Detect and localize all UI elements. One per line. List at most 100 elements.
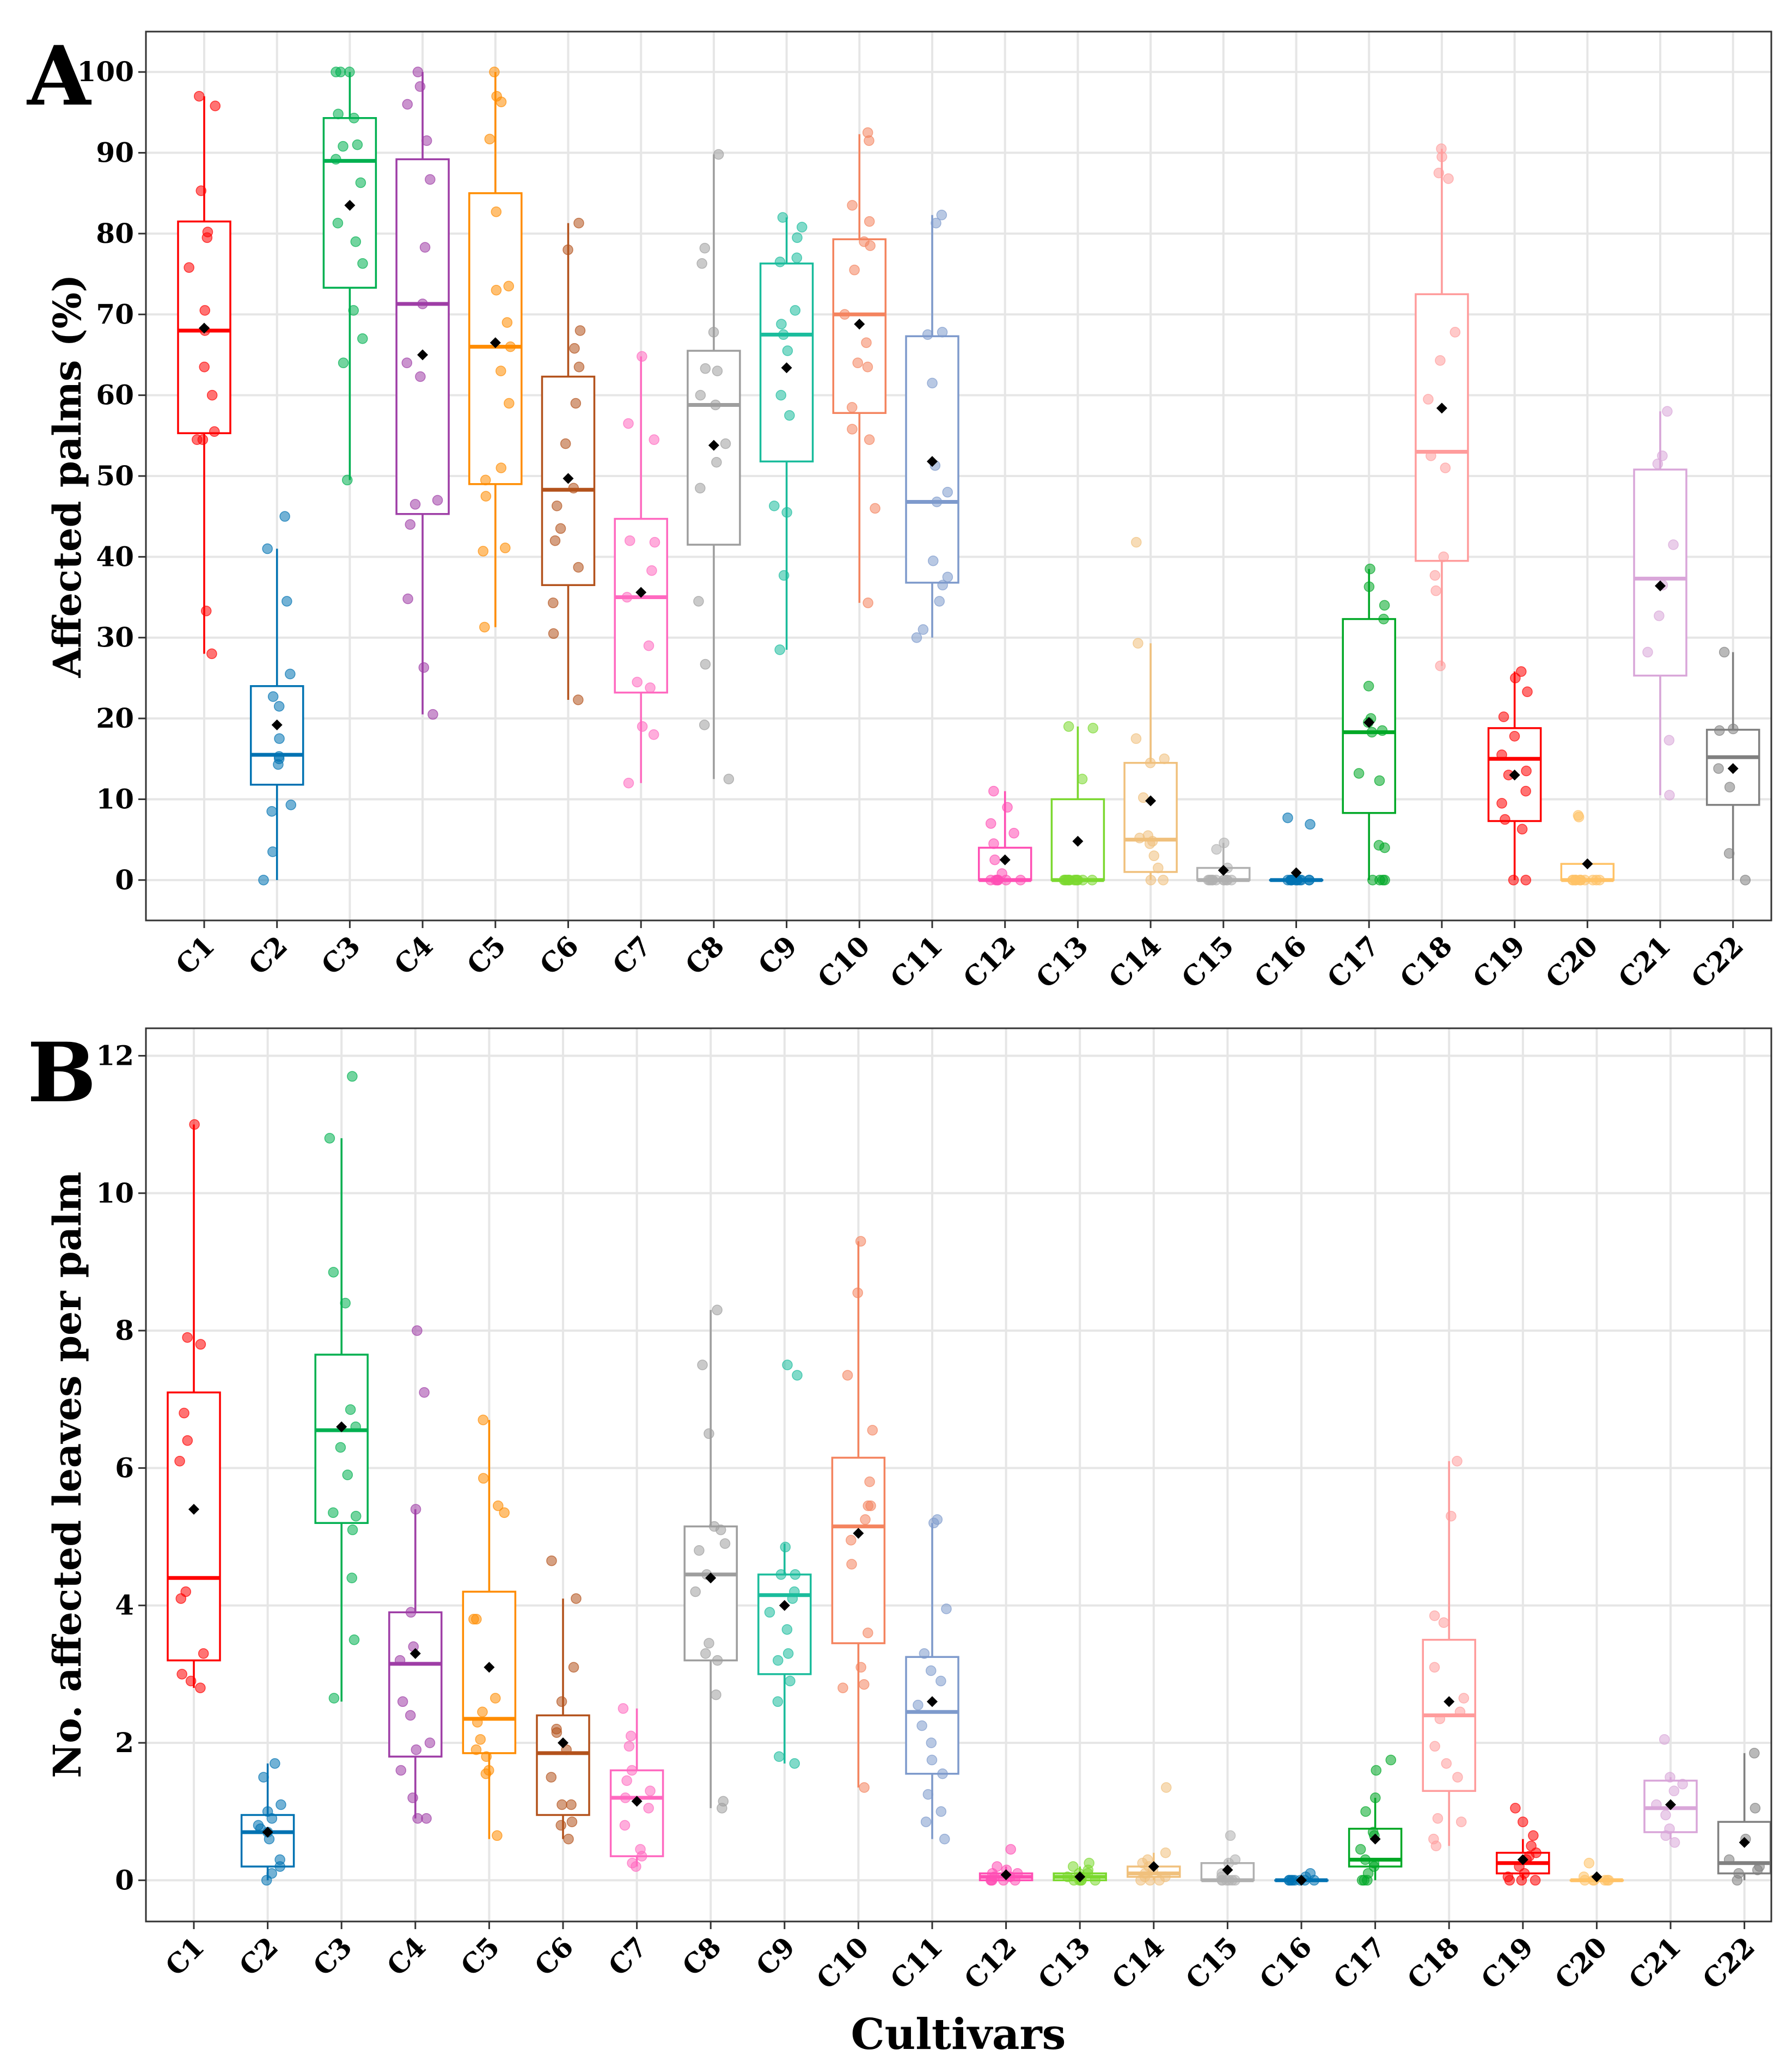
box-iqr [614, 517, 668, 694]
mean-marker [854, 319, 865, 330]
data-point [570, 398, 582, 409]
data-point [342, 1469, 353, 1480]
data-point [852, 1287, 863, 1298]
panel-a-marks [177, 66, 1760, 886]
data-point [708, 1521, 720, 1532]
data-point [1750, 1803, 1761, 1814]
data-point [694, 1545, 705, 1556]
data-point [1718, 646, 1730, 658]
box-iqr [388, 1611, 443, 1758]
data-point [926, 1737, 937, 1748]
mean-marker [271, 719, 283, 730]
data-point [345, 1404, 356, 1415]
data-point [936, 210, 947, 221]
data-point [1433, 167, 1445, 179]
data-point [350, 1421, 361, 1432]
data-point [556, 1799, 567, 1810]
mean-marker [1436, 402, 1447, 414]
data-point [789, 1758, 800, 1769]
data-point [417, 298, 428, 309]
data-point [781, 1624, 793, 1635]
data-point [182, 1435, 193, 1446]
data-point [782, 345, 793, 356]
data-point [410, 1504, 421, 1515]
panel-b-marks [167, 1071, 1772, 1886]
data-point [478, 1473, 489, 1484]
data-point [911, 632, 922, 643]
data-point [1305, 819, 1316, 830]
mean-marker [635, 587, 647, 598]
mean-marker [781, 362, 792, 374]
data-point [348, 112, 359, 124]
data-point [1723, 1854, 1735, 1865]
box-iqr [1415, 293, 1469, 562]
data-point [1137, 792, 1149, 803]
data-point [942, 571, 953, 583]
data-point [620, 1792, 631, 1803]
data-point [180, 1586, 192, 1597]
data-point [1521, 765, 1532, 777]
data-point [637, 721, 648, 732]
data-point [922, 1789, 934, 1800]
data-point [1498, 711, 1509, 722]
y-tick-label: 30 [96, 621, 134, 654]
data-point [852, 357, 863, 369]
data-point [1423, 394, 1434, 405]
data-point [1090, 1875, 1101, 1886]
data-point [338, 357, 349, 369]
data-point [797, 222, 808, 233]
data-point [415, 371, 426, 382]
data-point [1429, 1662, 1440, 1673]
y-tick-label: 10 [96, 1177, 134, 1209]
data-point [1142, 1854, 1153, 1865]
data-point [432, 495, 443, 506]
data-point [1668, 539, 1679, 550]
data-point [625, 1730, 637, 1742]
data-point [1496, 749, 1507, 760]
mean-marker [1072, 835, 1084, 847]
data-point [505, 341, 516, 352]
data-point [484, 133, 496, 145]
data-point [1373, 840, 1385, 851]
data-point [782, 1359, 793, 1370]
box-C7 [614, 356, 668, 783]
data-point [713, 149, 724, 160]
data-point [209, 426, 220, 437]
y-tick-label: 40 [96, 540, 134, 572]
data-point [411, 1744, 422, 1755]
data-point [477, 1706, 488, 1717]
data-point [331, 154, 341, 165]
mean-marker [1296, 1875, 1307, 1886]
data-point [195, 1682, 206, 1693]
box-iqr [1633, 468, 1687, 677]
y-tick-label: 0 [115, 1864, 134, 1896]
mean-marker [705, 1572, 717, 1584]
data-point [1664, 1823, 1675, 1834]
data-point [1145, 757, 1156, 768]
data-point [862, 361, 873, 373]
data-point [472, 1717, 483, 1728]
mean-marker [1148, 1861, 1159, 1872]
data-point [1087, 875, 1098, 886]
data-point [1578, 1871, 1589, 1882]
data-point [546, 1772, 557, 1783]
y-tick-label: 70 [96, 298, 134, 330]
data-point [1304, 875, 1314, 886]
data-point [769, 501, 780, 511]
data-point [700, 363, 711, 374]
data-point [258, 1772, 269, 1783]
data-point [500, 542, 511, 553]
data-point [333, 108, 344, 120]
mean-marker [927, 456, 938, 467]
data-point [548, 628, 559, 639]
data-point [480, 474, 491, 486]
data-point [870, 503, 880, 514]
panel-a-y-axis-title: Affected palms (%) [45, 274, 90, 679]
panel-a-y-ticks: 0 10 20 30 40 50 60 70 80 90 100 [77, 56, 146, 896]
data-point [992, 1861, 1002, 1872]
y-tick-label: 100 [77, 56, 134, 88]
data-point [1426, 450, 1436, 461]
data-point [200, 606, 212, 617]
data-point [267, 846, 278, 857]
